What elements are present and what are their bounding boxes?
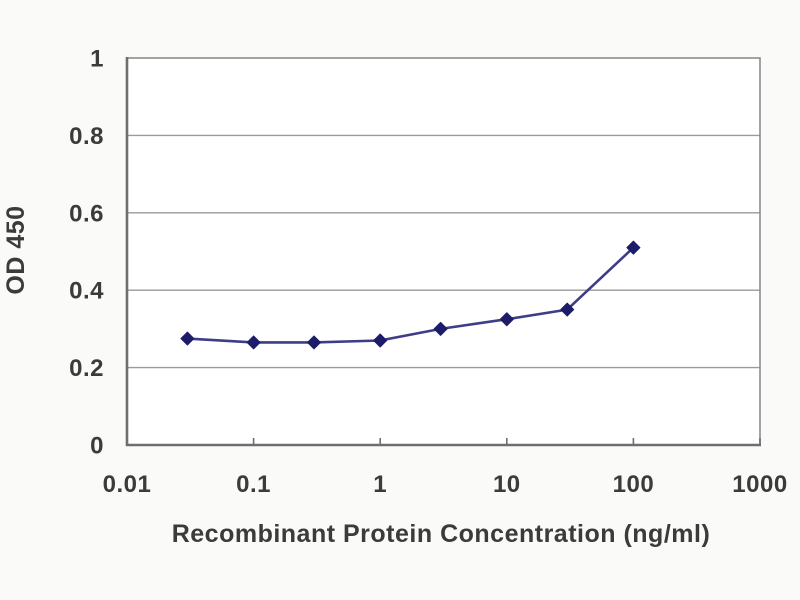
y-tick-label: 0.2 [69, 355, 104, 382]
x-tick-label: 10 [493, 471, 521, 498]
data-point-marker [246, 335, 261, 350]
x-tick-label: 1000 [732, 471, 787, 498]
x-tick-label: 0.01 [103, 471, 152, 498]
data-point-marker [499, 312, 514, 327]
data-series-line [186, 246, 635, 344]
y-tick-label: 0 [90, 433, 104, 460]
data-point-marker [373, 333, 388, 348]
y-tick-label: 0.4 [69, 278, 104, 305]
x-axis-title: Recombinant Protein Concentration (ng/ml… [172, 520, 711, 548]
data-point-marker [307, 335, 322, 350]
data-point-marker [560, 302, 575, 317]
y-tick-label: 1 [90, 46, 104, 73]
y-tick-label: 0.8 [69, 123, 104, 150]
x-tick-label: 0.1 [236, 471, 271, 498]
x-tick-label: 100 [613, 471, 655, 498]
data-point-marker [626, 240, 641, 255]
plot-generated-layer: 0.01 0.1 1 10 100 1000 0 0.2 0.4 0.6 0.8 1 [69, 46, 787, 499]
data-point-marker [433, 321, 448, 336]
x-tick-label: 1 [373, 471, 387, 498]
y-tick-label: 0.6 [69, 200, 104, 227]
y-axis-title: OD 450 [2, 205, 30, 294]
data-point-marker [180, 331, 195, 346]
plot-background [127, 58, 760, 445]
